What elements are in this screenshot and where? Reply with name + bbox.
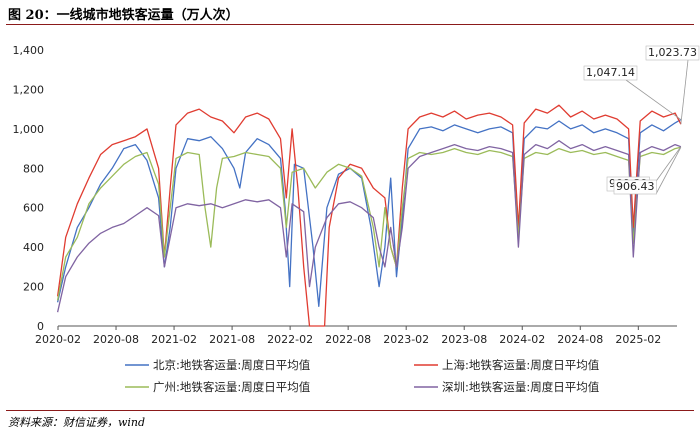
source-note: 资料来源：财信证券，wind [8, 416, 146, 429]
x-tick-label: 2024-02 [499, 333, 545, 346]
x-tick-label: 2022-02 [267, 333, 313, 346]
x-tick-label: 2025-02 [615, 333, 661, 346]
chart-series [56, 104, 682, 327]
title-rule [6, 24, 694, 25]
chart-annotations: 1,023.731,047.14909.39906.43 [583, 45, 700, 195]
annotation-box [583, 65, 638, 81]
y-tick-label: 0 [37, 320, 44, 333]
annotation-box [613, 179, 657, 195]
y-tick-label: 1,000 [13, 123, 45, 136]
x-tick-label: 2024-08 [557, 333, 603, 346]
legend-label-1: 北京:地铁客运量:周度日平均值 [153, 358, 311, 372]
annotation-leader [680, 59, 689, 125]
annotation-label: 906.43 [616, 180, 655, 193]
chart-legend: 北京:地铁客运量:周度日平均值 上海:地铁客运量:周度日平均值广州:地铁客运量:周… [125, 358, 600, 394]
annotation-label: 1,023.73 [648, 46, 697, 59]
annotation-leader [625, 79, 682, 120]
x-tick-label: 2022-08 [325, 333, 371, 346]
series-line-3 [56, 146, 682, 301]
legend-label-2: 上海:地铁客运量:周度日平均值 [442, 358, 600, 372]
x-tick-label: 2023-08 [441, 333, 487, 346]
annotation-box [645, 45, 700, 61]
annotation-leader [655, 147, 682, 195]
x-tick-label: 2020-08 [93, 333, 139, 346]
series-line-2 [56, 104, 682, 327]
series-line-4 [56, 140, 682, 313]
y-tick-label: 1,400 [13, 44, 45, 57]
legend-label-4: 深圳:地铁客运量:周度日平均值 [442, 380, 600, 394]
legend-label-3: 广州:地铁客运量:周度日平均值 [153, 380, 311, 394]
y-tick-label: 400 [23, 241, 44, 254]
figure-title: 图 20：一线城市地铁客运量（万人次） [8, 8, 239, 23]
y-tick-label: 200 [23, 281, 44, 294]
series-line-1 [56, 119, 682, 307]
y-tick-label: 800 [23, 162, 44, 175]
source-rule [6, 410, 694, 411]
x-tick-label: 2023-02 [383, 333, 429, 346]
x-tick-label: 2020-02 [35, 333, 81, 346]
x-tick-label: 2021-02 [151, 333, 197, 346]
y-tick-label: 1,200 [13, 83, 45, 96]
x-tick-label: 2021-08 [209, 333, 255, 346]
chart-axes: 0 200 400 600 800 1,000 1,200 1,400 2020-02 2020-… [13, 44, 677, 346]
annotation-label: 1,047.14 [586, 66, 635, 79]
y-tick-label: 600 [23, 202, 44, 215]
